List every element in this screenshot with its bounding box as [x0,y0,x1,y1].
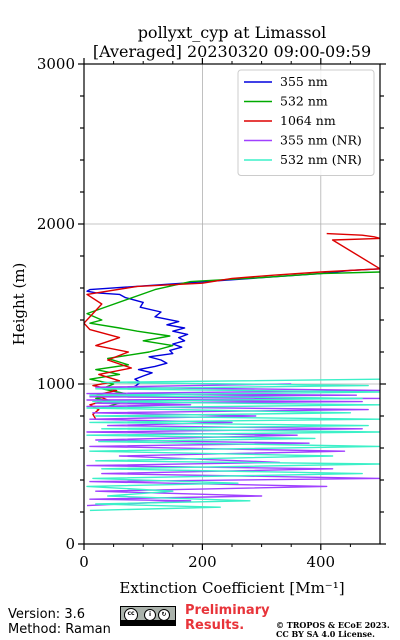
license-line-2: CC BY SA 4.0 License. [276,629,375,639]
series-line-355-nm [86,268,380,389]
y-tick-label-0: 0 [65,535,75,553]
series-line-532-nm-nr- [86,378,380,512]
x-tick-label-0: 0 [79,553,89,571]
legend: 355 nm 532 nm 1064 nm 355 nm (NR) 532 nm (NR… [237,69,375,176]
y-tick-label-3: 3000 [37,55,75,73]
license-line-1: © TROPOS & ECoE 2023. [276,620,390,630]
axis-ticks: 0 200 400 0 1000 2000 3000 [37,55,386,571]
chart-title-line-1: pollyxt_cyp at Limassol [138,23,327,42]
y-tick-label-2: 2000 [37,215,75,233]
series-line-1064-nm [84,232,380,420]
chart-title-line-2: [Averaged] 20230320 09:00-09:59 [93,42,371,61]
legend-box [237,69,375,176]
preliminary-label-line-1: Preliminary [185,603,270,618]
legend-label-1064-nm: 1064 nm [280,113,336,128]
x-tick-label-1: 200 [188,553,217,571]
y-axis-label: Height (m) [10,263,28,346]
y-tick-label-1: 1000 [37,375,75,393]
cc-license-badge: cc i ↻ [120,606,176,626]
data-series-group [84,232,380,512]
method-text: Method: Raman [8,622,111,637]
legend-label-532-nm-nr-: 532 nm (NR) [280,152,362,167]
legend-label-355-nm-nr-: 355 nm (NR) [280,133,362,148]
x-axis-label: Extinction Coefficient [Mm⁻¹] [119,579,344,597]
version-text: Version: 3.6 [8,607,85,622]
x-tick-label-2: 400 [306,553,335,571]
preliminary-label-line-2: Results. [185,618,245,633]
cc-badge-strip [121,620,175,625]
legend-label-355-nm: 355 nm [280,74,328,89]
legend-label-532-nm: 532 nm [280,94,328,109]
